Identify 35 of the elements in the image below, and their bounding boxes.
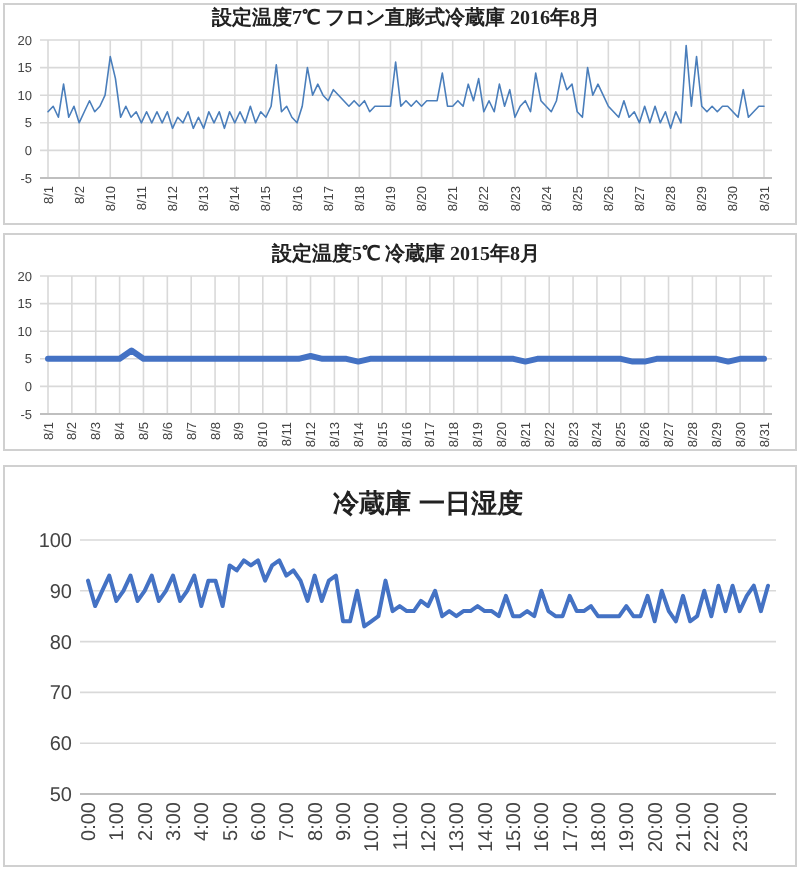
x-tick-label: 18:00 [589,801,611,853]
x-tick-label: 10:00 [362,801,385,853]
chart-title: 冷蔵庫 一日湿度 [333,488,523,518]
x-tick-label: 19:00 [617,801,640,853]
x-tick-label: 13:00 [447,801,470,853]
x-tick-label: 1:00 [107,801,130,841]
x-tick-label: 5:00 [220,801,243,841]
x-tick-label: 9:00 [334,801,356,841]
line-series [47,44,765,130]
y-tick-label: 100 [38,531,73,553]
x-tick-label: 15:00 [504,801,526,853]
line-series [86,558,770,629]
x-tick-label: 7:00 [277,801,300,841]
x-tick-label: 4:00 [192,801,215,841]
y-tick-label: 50 [49,785,73,807]
x-tick-label: 23:00 [730,801,753,853]
chart-title: 設定温度7℃ フロン直膨式冷蔵庫 2016年8月 [210,6,600,30]
x-tick-label: 17:00 [560,801,583,853]
chart-title: 設定温度5℃ 冷蔵庫 2015年8月 [270,242,540,266]
x-tick-label: 0:00 [79,801,101,841]
x-tick-label: 3:00 [164,801,186,841]
y-tick-label: 60 [49,734,73,757]
x-tick-label: 2:00 [135,801,158,841]
x-tick-label: 11:00 [390,801,413,851]
x-tick-label: 20:00 [645,801,668,853]
x-tick-label: 16:00 [532,801,555,853]
x-tick-label: 6:00 [249,801,271,841]
x-tick-label: 22:00 [702,801,725,853]
x-tick-label: 14:00 [475,801,498,853]
x-tick-label: 12:00 [419,801,441,853]
y-tick-label: 70 [49,683,73,706]
y-tick-label: 80 [49,632,73,655]
x-tick-label: 21:00 [674,801,696,853]
x-tick-label: 8:00 [305,801,328,841]
y-tick-label: 90 [49,581,73,604]
